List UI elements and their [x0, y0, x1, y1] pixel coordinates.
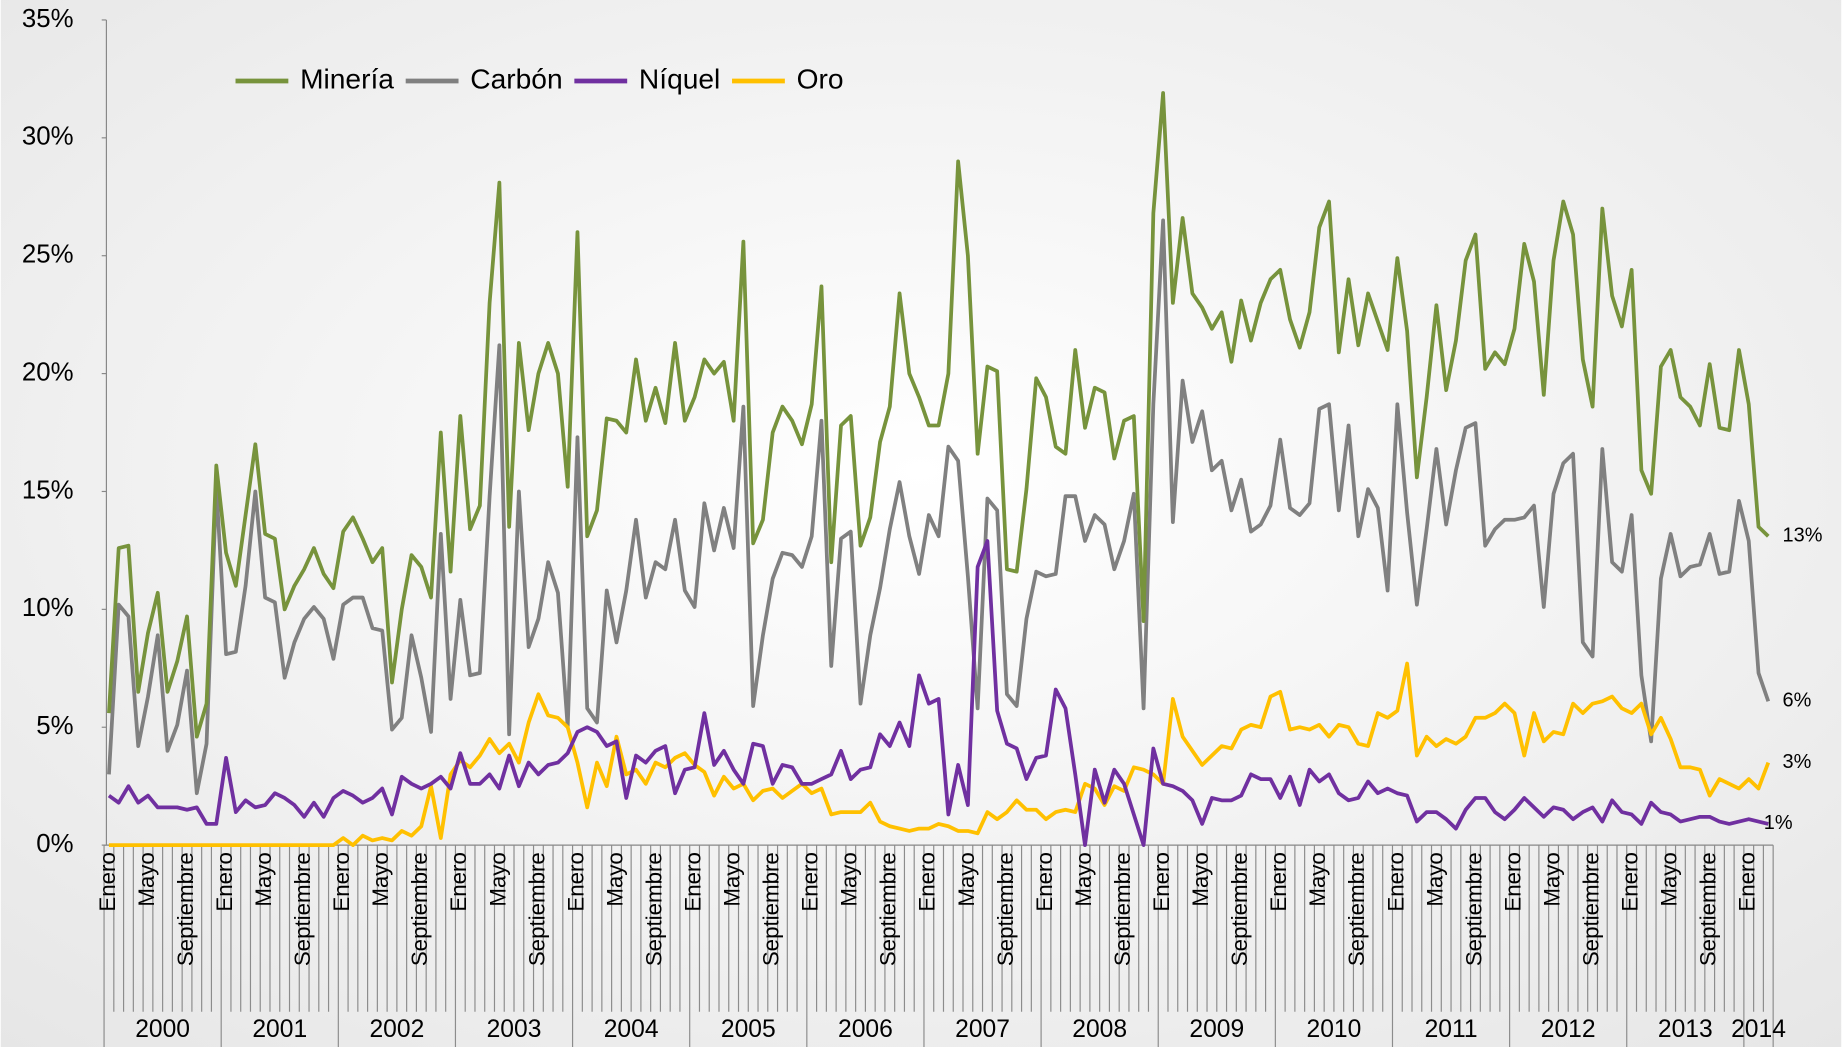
- x-tick-label: Septiembre: [1344, 852, 1369, 966]
- year-label: 2012: [1541, 1016, 1596, 1043]
- end-label: 13%: [1783, 525, 1823, 547]
- year-label: 2001: [252, 1016, 307, 1043]
- x-tick-label: Mayo: [954, 852, 979, 907]
- end-label: 1%: [1764, 812, 1793, 834]
- x-tick-label: Mayo: [251, 852, 276, 907]
- series-line: [107, 91, 1770, 739]
- x-tick-label: Enero: [798, 852, 823, 912]
- year-label: 2002: [369, 1016, 424, 1043]
- x-tick-label: Septiembre: [524, 852, 549, 966]
- year-label: 2000: [135, 1016, 190, 1043]
- year-label: 2004: [604, 1016, 659, 1043]
- x-tick-label: Mayo: [134, 852, 159, 907]
- x-tick-label: Enero: [563, 852, 588, 912]
- year-label: 2009: [1189, 1016, 1244, 1043]
- x-tick-label: Mayo: [1657, 852, 1682, 907]
- year-label: 2013: [1658, 1016, 1713, 1043]
- year-label: 2014: [1731, 1016, 1786, 1043]
- x-tick-label: Enero: [680, 852, 705, 912]
- legend-label: Carbón: [470, 62, 562, 94]
- x-tick-label: Septiembre: [759, 852, 784, 966]
- x-tick-label: Septiembre: [173, 852, 198, 966]
- y-tick-label: 25%: [22, 241, 74, 269]
- y-tick-label: 10%: [22, 594, 74, 622]
- year-label: 2010: [1307, 1016, 1362, 1043]
- x-tick-label: Enero: [1383, 852, 1408, 912]
- x-tick-label: Septiembre: [1227, 852, 1252, 966]
- x-tick-label: Enero: [1500, 852, 1525, 912]
- year-label: 2007: [955, 1016, 1010, 1043]
- legend-label: Oro: [797, 62, 844, 94]
- x-tick-label: Mayo: [485, 852, 510, 907]
- year-label: 2005: [721, 1016, 776, 1043]
- end-label: 6%: [1783, 690, 1812, 712]
- x-tick-label: Enero: [915, 852, 940, 912]
- legend-label: Minería: [300, 62, 394, 94]
- year-label: 2008: [1072, 1016, 1127, 1043]
- x-tick-label: Septiembre: [407, 852, 432, 966]
- x-tick-label: Enero: [446, 852, 471, 912]
- year-label: 2003: [487, 1016, 542, 1043]
- y-tick-label: 0%: [36, 830, 73, 858]
- x-tick-label: Enero: [1618, 852, 1643, 912]
- y-tick-label: 15%: [22, 476, 74, 504]
- x-tick-label: Enero: [1735, 852, 1760, 912]
- x-tick-label: Enero: [212, 852, 237, 912]
- x-tick-label: Mayo: [1422, 852, 1447, 907]
- x-tick-label: Septiembre: [641, 852, 666, 966]
- x-tick-label: Septiembre: [1110, 852, 1135, 966]
- y-tick-label: 30%: [22, 123, 74, 151]
- x-tick-label: Enero: [1266, 852, 1291, 912]
- series-line: [107, 539, 1769, 847]
- x-tick-label: Mayo: [1539, 852, 1564, 907]
- x-tick-label: Septiembre: [876, 852, 901, 966]
- x-tick-label: Enero: [329, 852, 354, 912]
- year-label: 2006: [838, 1016, 893, 1043]
- x-tick-label: Mayo: [837, 852, 862, 907]
- series-line: [107, 218, 1771, 796]
- end-label: 3%: [1783, 751, 1812, 773]
- y-tick-label: 35%: [22, 5, 74, 33]
- x-tick-label: Septiembre: [290, 852, 315, 966]
- y-tick-label: 20%: [22, 358, 74, 386]
- legend-label: Níquel: [639, 62, 720, 94]
- x-tick-label: Mayo: [1305, 852, 1330, 907]
- x-tick-label: Mayo: [602, 852, 627, 907]
- series-line: [108, 661, 1771, 847]
- x-tick-label: Enero: [95, 852, 120, 912]
- x-tick-label: Septiembre: [1696, 852, 1721, 966]
- x-tick-label: Mayo: [1071, 852, 1096, 907]
- y-tick-label: 5%: [36, 712, 73, 740]
- year-label: 2011: [1425, 1016, 1478, 1043]
- x-tick-label: Mayo: [368, 852, 393, 907]
- x-tick-label: Enero: [1149, 852, 1174, 912]
- x-tick-label: Septiembre: [1461, 852, 1486, 966]
- x-tick-label: Septiembre: [1578, 852, 1603, 966]
- x-tick-label: Mayo: [720, 852, 745, 907]
- x-tick-label: Mayo: [1188, 852, 1213, 907]
- x-tick-label: Septiembre: [993, 852, 1018, 966]
- x-tick-label: Enero: [1032, 852, 1057, 912]
